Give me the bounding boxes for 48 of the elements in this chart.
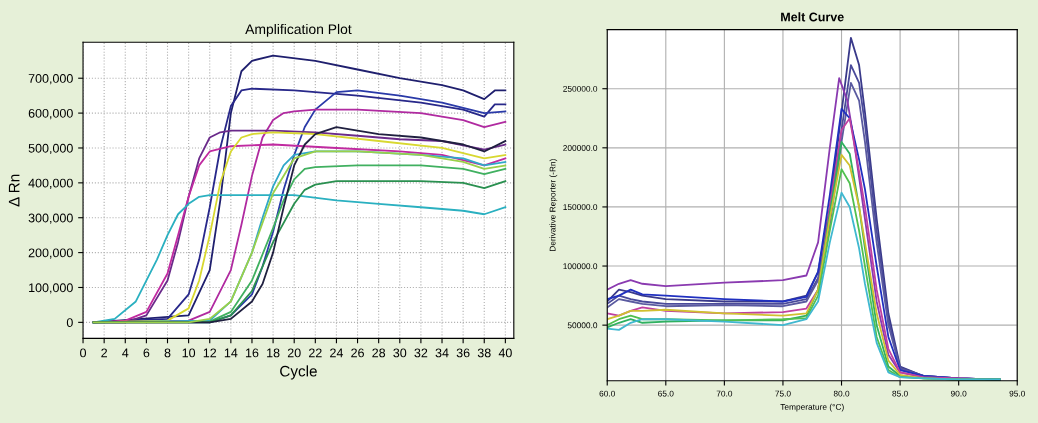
- x-tick-label: 70.0: [716, 390, 733, 397]
- chart-title: Amplification Plot: [245, 23, 352, 37]
- x-tick-label: 38: [477, 348, 491, 358]
- x-tick-label: 32: [414, 348, 428, 358]
- y-tick-label: 100000.0: [563, 263, 598, 270]
- x-tick-label: 85.0: [892, 390, 908, 397]
- x-tick-label: 18: [267, 348, 280, 358]
- x-tick-label: 4: [122, 348, 129, 358]
- y-tick-label: 300,000: [28, 213, 73, 224]
- chart-title: Melt Curve: [781, 12, 844, 22]
- x-tick-label: 80.0: [833, 390, 850, 397]
- y-tick-label: 500,000: [28, 143, 73, 155]
- x-tick-label: 75.0: [775, 390, 791, 397]
- x-tick-label: 34: [435, 348, 449, 358]
- x-axis-title: Temperature (°C): [780, 403, 844, 412]
- x-tick-label: 6: [143, 348, 150, 358]
- y-axis-title: Derivative Reporter (-Rn): [549, 159, 558, 252]
- y-tick-label: 200000.0: [563, 145, 598, 151]
- x-tick-label: 2: [101, 348, 107, 358]
- y-tick-label: 150000.0: [563, 204, 598, 211]
- y-tick-label: 250000.0: [563, 85, 598, 92]
- x-tick-label: 95.0: [1009, 390, 1026, 397]
- x-tick-label: 14: [224, 348, 238, 358]
- x-axis-title: Cycle: [280, 365, 317, 380]
- y-tick-label: 100,000: [29, 283, 73, 294]
- x-tick-label: 0: [80, 348, 87, 358]
- x-tick-label: 40: [498, 348, 512, 358]
- x-tick-label: 20: [287, 348, 301, 358]
- y-tick-label: 400,000: [28, 178, 73, 189]
- x-tick-label: 36: [456, 348, 470, 358]
- x-tick-label: 30: [393, 348, 407, 358]
- x-tick-label: 24: [330, 348, 344, 358]
- y-tick-label: 200,000: [28, 248, 73, 259]
- x-tick-label: 60.0: [599, 390, 616, 397]
- x-tick-label: 16: [245, 348, 259, 358]
- x-tick-label: 12: [203, 348, 217, 358]
- y-tick-label: 0: [66, 318, 73, 328]
- x-tick-label: 90.0: [950, 390, 967, 397]
- y-tick-label: 50000.0: [567, 322, 598, 329]
- x-tick-label: 26: [351, 348, 364, 358]
- y-axis-title: Δ Rn: [8, 174, 20, 207]
- x-tick-label: 8: [164, 348, 171, 358]
- y-tick-label: 600,000: [28, 108, 73, 120]
- x-tick-label: 10: [182, 348, 196, 358]
- x-tick-label: 65.0: [658, 390, 674, 397]
- x-tick-label: 22: [309, 348, 322, 358]
- y-tick-label: 700,000: [28, 74, 73, 85]
- x-tick-label: 28: [372, 348, 386, 358]
